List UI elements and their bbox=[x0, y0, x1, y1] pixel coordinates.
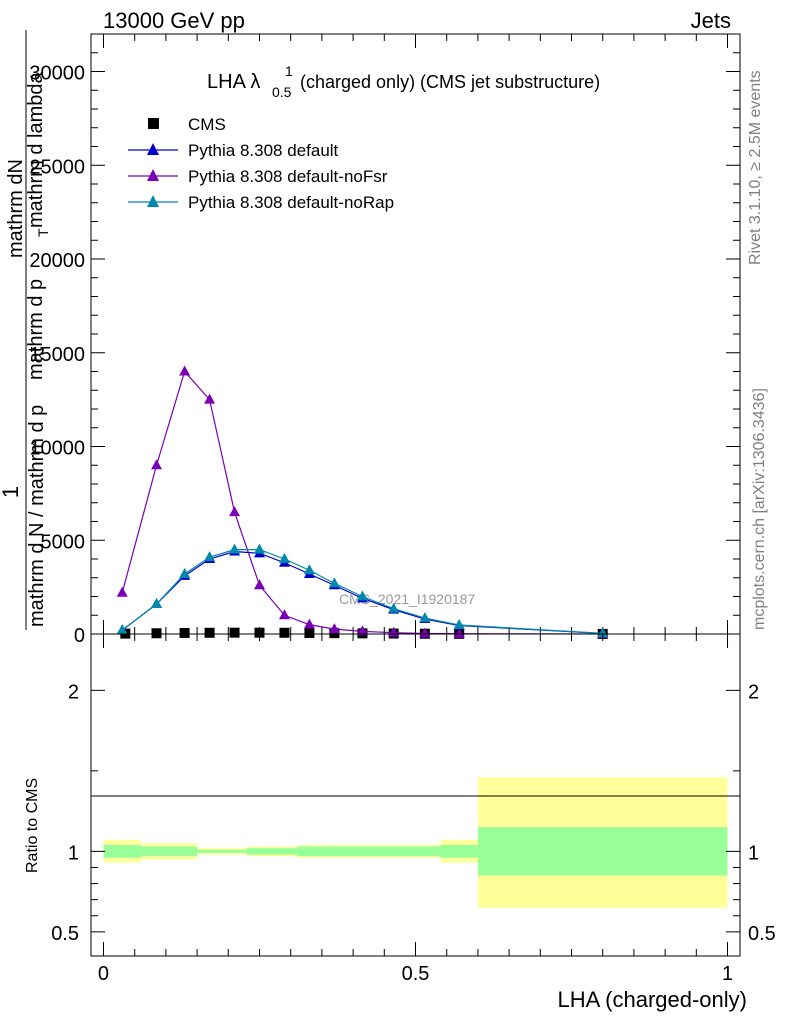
main-y-tick-label: 10000 bbox=[29, 438, 85, 460]
legend-entry: CMS bbox=[188, 115, 226, 134]
series-pythia-8-308-default-nofsr bbox=[116, 365, 609, 638]
data-point-square bbox=[204, 627, 215, 638]
ratio-inner-band bbox=[140, 846, 198, 857]
legend: CMS Pythia 8.308 default Pythia 8.308 defa… bbox=[128, 115, 394, 212]
data-point-triangle bbox=[253, 579, 265, 590]
x-tick-label: 0.5 bbox=[402, 963, 430, 985]
data-point-triangle bbox=[116, 586, 128, 597]
ratio-inner-band bbox=[296, 846, 322, 857]
data-point-triangle bbox=[453, 619, 465, 629]
data-point-triangle bbox=[229, 506, 241, 517]
series-line bbox=[121, 549, 603, 634]
y-label-denominator-1: mathrm d N / mathrm d p bbox=[26, 405, 48, 627]
ratio-bands bbox=[103, 777, 728, 908]
y-label-text-1: mathrm d p bbox=[25, 279, 47, 380]
data-point-triangle bbox=[253, 543, 265, 554]
title-superscript: 1 bbox=[285, 63, 293, 79]
ratio-inner-band bbox=[247, 848, 272, 855]
data-point-triangle bbox=[328, 577, 340, 588]
data-point-triangle bbox=[356, 590, 368, 601]
data-point-triangle bbox=[453, 627, 465, 638]
ratio-inner-band bbox=[440, 844, 478, 858]
y-label-subscript-t: T bbox=[35, 228, 51, 237]
mcplots-label: mcplots.cern.ch [arXiv:1306.3436] bbox=[751, 388, 768, 630]
main-y-tick-label: 5000 bbox=[41, 531, 86, 553]
rivet-label: Rivet 3.1.10, ≥ 2.5M events bbox=[747, 70, 764, 265]
data-point-square bbox=[254, 627, 265, 638]
main-y-tick-label: 20000 bbox=[29, 250, 85, 272]
y-label-text-2: mathrm d lambda bbox=[25, 72, 47, 228]
series-line bbox=[121, 370, 603, 635]
ratio-y-tick-label: 1 bbox=[68, 842, 79, 864]
data-point-triangle bbox=[229, 543, 241, 554]
data-point-triangle bbox=[597, 627, 609, 638]
ratio-inner-band bbox=[103, 844, 141, 858]
energy-label: 13000 GeV pp bbox=[103, 8, 245, 33]
data-point-square bbox=[329, 628, 340, 639]
legend-marker-square bbox=[148, 118, 159, 129]
ratio-inner-band bbox=[197, 849, 248, 853]
main-series-group bbox=[116, 365, 609, 639]
ratio-inner-band bbox=[477, 827, 728, 876]
analysis-watermark: CMS_2021_I1920187 bbox=[339, 591, 475, 607]
legend-marker-triangle bbox=[147, 169, 159, 181]
ratio-y-tick-label: 0.5 bbox=[51, 923, 79, 945]
data-point-square bbox=[304, 627, 315, 638]
legend-entry: Pythia 8.308 default bbox=[188, 141, 339, 160]
main-x-ticks bbox=[102, 34, 729, 634]
title-rest: (charged only) (CMS jet substructure) bbox=[300, 72, 600, 92]
data-point-square bbox=[179, 627, 190, 638]
ratio-inner-band bbox=[271, 848, 297, 855]
jets-label: Jets bbox=[691, 8, 731, 33]
plot-title: LHA λ 1 0.5 (charged only) (CMS jet subs… bbox=[207, 63, 600, 100]
data-point-triangle bbox=[388, 602, 400, 613]
legend-entry: Pythia 8.308 default-noFsr bbox=[188, 167, 388, 186]
series-line bbox=[121, 550, 603, 635]
title-main: LHA λ bbox=[207, 71, 260, 93]
x-tick-label: 0 bbox=[98, 963, 109, 985]
ratio-y-tick-label: 2 bbox=[68, 681, 79, 703]
data-point-triangle bbox=[278, 553, 290, 563]
ratio-y-tick-label-right: 0.5 bbox=[748, 923, 776, 945]
main-y-ticks: 0 5000 10000 15000 20000 25000 30000 bbox=[29, 33, 740, 647]
data-point-square bbox=[279, 627, 290, 638]
main-y-tick-label: 0 bbox=[74, 625, 85, 647]
series-pythia-8-308-default-norap bbox=[116, 543, 609, 638]
legend-marker-triangle bbox=[147, 143, 159, 155]
data-point-triangle bbox=[303, 618, 315, 629]
data-point-square bbox=[151, 628, 162, 639]
ratio-inner-band bbox=[321, 846, 379, 857]
main-y-tick-label: 30000 bbox=[29, 63, 85, 85]
ratio-y-tick-label-right: 2 bbox=[748, 681, 759, 703]
ratio-ticks: 0.5 0.5 1 1 2 2 0 0.5 1 bbox=[51, 634, 776, 985]
data-point-triangle bbox=[328, 623, 340, 634]
data-point-triangle bbox=[356, 625, 368, 636]
data-point-triangle bbox=[179, 365, 191, 376]
main-y-tick-label: 25000 bbox=[29, 156, 85, 178]
title-subscript: 0.5 bbox=[272, 84, 292, 100]
y-axis-label: 1 mathrm d N / mathrm d p mathrm dN math… bbox=[0, 30, 51, 630]
data-point-triangle bbox=[204, 551, 216, 562]
data-point-triangle bbox=[179, 568, 191, 578]
x-tick-label: 1 bbox=[722, 963, 733, 985]
legend-marker-triangle bbox=[147, 195, 159, 207]
ratio-y-tick-label-right: 1 bbox=[748, 842, 759, 864]
y-label-numerator-2: mathrm dN bbox=[5, 159, 27, 258]
data-point-triangle bbox=[419, 627, 431, 638]
data-point-triangle bbox=[151, 459, 163, 470]
data-point-triangle bbox=[419, 612, 431, 623]
ratio-inner-band bbox=[378, 846, 441, 857]
data-point-triangle bbox=[204, 393, 216, 404]
legend-entry: Pythia 8.308 default-noRap bbox=[188, 193, 394, 212]
ratio-y-label: Ratio to CMS bbox=[24, 778, 41, 873]
data-point-triangle bbox=[151, 598, 163, 608]
data-point-triangle bbox=[303, 564, 315, 575]
data-point-triangle bbox=[278, 609, 290, 620]
y-label-numerator-1: 1 bbox=[0, 486, 23, 498]
data-point-triangle bbox=[116, 624, 128, 635]
main-y-tick-label: 15000 bbox=[29, 344, 85, 366]
x-axis-label: LHA (charged-only) bbox=[557, 987, 747, 1012]
data-point-square bbox=[229, 627, 240, 638]
